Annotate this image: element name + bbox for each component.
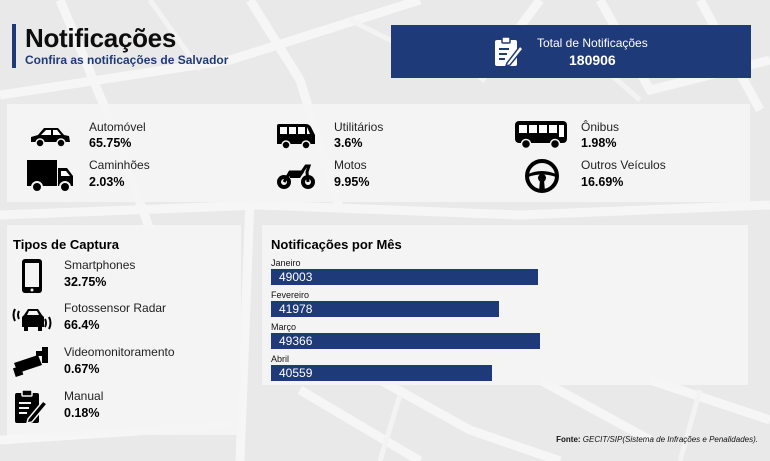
vehicle-value: 2.03%	[89, 175, 125, 189]
total-label: Total de Notificações	[537, 36, 648, 50]
capture-types-title: Tipos de Captura	[13, 237, 119, 252]
capture-types-panel	[7, 225, 241, 435]
truck-icon	[27, 160, 73, 193]
capture-value: 0.67%	[64, 362, 100, 376]
vehicle-name: Motos	[334, 158, 367, 172]
month-bar: 40559	[271, 365, 492, 381]
vehicle-value: 65.75%	[89, 136, 132, 150]
source-text: GECIT/SIP(Sistema de Infrações e Penalid…	[582, 435, 758, 444]
month-label: Março	[271, 322, 297, 332]
month-bar: 49366	[271, 333, 540, 349]
page-title: Notificações	[25, 23, 177, 53]
month-bar: 41978	[271, 301, 499, 317]
bus-icon	[515, 121, 567, 150]
vehicle-value: 9.95%	[334, 175, 370, 189]
page-subtitle: Confira as notificações de Salvador	[25, 53, 229, 67]
capture-name: Manual	[64, 389, 104, 403]
month-bar-row: Março 49366	[271, 322, 540, 349]
total-notifications-card: Total de Notificações 180906	[391, 25, 751, 78]
capture-name: Fotossensor Radar	[64, 301, 167, 315]
source-note: Fonte: GECIT/SIP(Sistema de Infrações e …	[556, 435, 758, 444]
vehicles-panel	[7, 104, 750, 202]
vehicle-value: 16.69%	[581, 175, 624, 189]
capture-value: 66.4%	[64, 318, 100, 332]
radar-car-icon	[12, 308, 52, 331]
car-icon	[31, 128, 70, 148]
month-label: Abril	[271, 354, 290, 364]
month-label: Janeiro	[271, 258, 301, 268]
vehicle-name: Ônibus	[581, 120, 620, 134]
capture-name: Videomonitoramento	[64, 345, 175, 359]
vehicle-name: Utilitários	[334, 120, 384, 134]
capture-value: 0.18%	[64, 406, 100, 420]
vehicle-name: Caminhões	[89, 158, 150, 172]
motorcycle-icon	[277, 164, 315, 189]
van-icon	[277, 124, 315, 150]
page-header: Notificações Confira as notificações de …	[12, 24, 228, 68]
manual-form-icon	[15, 389, 48, 424]
month-bar-row: Janeiro 49003	[271, 258, 538, 285]
steering-wheel-icon	[525, 159, 559, 193]
month-bar: 49003	[271, 269, 538, 285]
month-label: Fevereiro	[271, 290, 310, 300]
source-label: Fonte:	[556, 435, 581, 444]
smartphone-icon	[22, 259, 42, 293]
monthly-notifications-title: Notificações por Mês	[271, 237, 402, 252]
vehicle-value: 3.6%	[334, 136, 363, 150]
vehicle-value: 1.98%	[581, 136, 617, 150]
capture-name: Smartphones	[64, 258, 136, 272]
month-bar-row: Abril 40559	[271, 354, 492, 381]
total-value: 180906	[569, 52, 616, 68]
vehicle-name: Outros Veículos	[581, 158, 666, 172]
vehicle-name: Automóvel	[89, 120, 146, 134]
month-bar-row: Fevereiro 41978	[271, 290, 499, 317]
capture-value: 32.75%	[64, 275, 107, 289]
cctv-camera-icon	[12, 347, 48, 377]
edit-document-icon	[495, 36, 524, 68]
